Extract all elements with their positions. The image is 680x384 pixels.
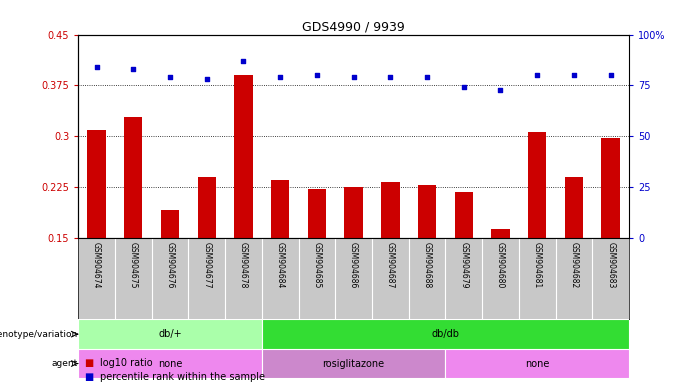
Text: ■: ■ (85, 358, 97, 368)
Text: GSM904678: GSM904678 (239, 242, 248, 288)
Text: GSM904679: GSM904679 (459, 242, 469, 289)
Text: genotype/variation: genotype/variation (0, 329, 78, 339)
Text: none: none (158, 359, 182, 369)
Bar (445, 349, 629, 378)
Bar (124, 118, 142, 238)
Bar (528, 132, 547, 238)
Point (458, 84, 469, 91)
Text: GSM904684: GSM904684 (275, 242, 285, 288)
Text: agent: agent (51, 359, 78, 368)
Point (532, 72, 543, 78)
Point (201, 76, 212, 83)
Text: GSM904675: GSM904675 (129, 242, 138, 289)
Point (165, 74, 175, 80)
Text: GSM904683: GSM904683 (606, 242, 615, 288)
Text: percentile rank within the sample: percentile rank within the sample (100, 372, 265, 382)
Point (495, 86, 506, 93)
Text: GSM904674: GSM904674 (92, 242, 101, 289)
Text: db/+: db/+ (158, 329, 182, 339)
Bar (271, 180, 290, 238)
Text: GSM904687: GSM904687 (386, 242, 395, 288)
Text: GSM904685: GSM904685 (312, 242, 322, 288)
Bar (344, 187, 363, 238)
Point (385, 74, 396, 80)
Point (422, 74, 432, 80)
Bar (381, 182, 400, 238)
Text: none: none (525, 359, 549, 369)
Text: GSM904686: GSM904686 (349, 242, 358, 288)
Text: rosiglitazone: rosiglitazone (322, 359, 385, 369)
Point (128, 66, 139, 72)
Bar (262, 349, 445, 378)
Point (348, 74, 359, 80)
Text: GSM904677: GSM904677 (202, 242, 211, 289)
Bar (197, 177, 216, 238)
Point (238, 58, 249, 64)
Text: GSM904688: GSM904688 (422, 242, 432, 288)
Point (91, 64, 102, 70)
Bar (78, 349, 262, 378)
Bar (307, 189, 326, 238)
Bar (602, 138, 620, 238)
Text: GSM904676: GSM904676 (165, 242, 175, 289)
Bar (87, 129, 106, 238)
Point (568, 72, 579, 78)
Point (275, 74, 286, 80)
Point (311, 72, 322, 78)
Bar (491, 229, 510, 238)
Text: GSM904682: GSM904682 (569, 242, 579, 288)
Bar (78, 319, 262, 349)
Text: db/db: db/db (431, 329, 460, 339)
Bar (262, 319, 629, 349)
Text: GSM904680: GSM904680 (496, 242, 505, 288)
Bar (564, 177, 583, 238)
Bar (418, 185, 437, 238)
Bar (160, 210, 180, 238)
Text: log10 ratio: log10 ratio (100, 358, 152, 368)
Point (605, 72, 616, 78)
Text: GSM904681: GSM904681 (532, 242, 542, 288)
Bar (454, 192, 473, 238)
Text: ■: ■ (85, 372, 97, 382)
Title: GDS4990 / 9939: GDS4990 / 9939 (302, 20, 405, 33)
Bar (234, 75, 253, 238)
